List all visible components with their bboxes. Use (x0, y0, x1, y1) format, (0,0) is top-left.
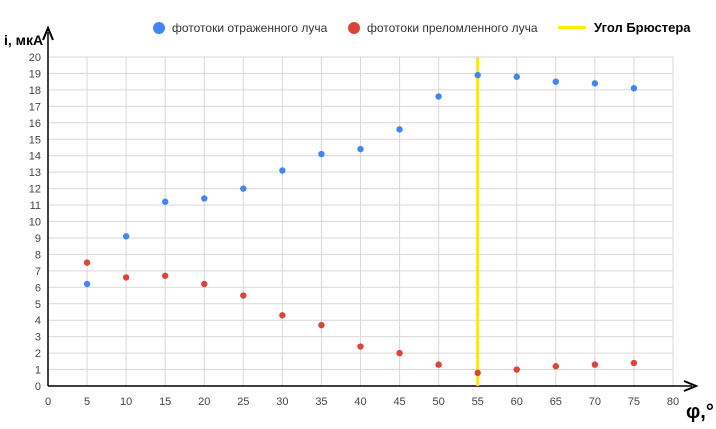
point-refracted (435, 361, 442, 368)
x-tick-label: 45 (393, 396, 405, 408)
legend-label-brewster: Угол Брюстера (594, 20, 691, 35)
axes (42, 25, 699, 392)
legend: фототоки отраженного луча фототоки прело… (153, 20, 691, 35)
x-axis-title: φ,° (686, 401, 714, 423)
point-reflected (318, 150, 325, 158)
x-tick-label: 50 (433, 396, 445, 408)
y-tick-label: 18 (29, 85, 41, 97)
brewster-angle-line (476, 57, 480, 386)
x-tick-label: 65 (550, 396, 562, 408)
point-reflected (591, 80, 599, 87)
x-tick-label: 55 (472, 396, 484, 408)
x-tick-label: 30 (276, 396, 288, 408)
point-reflected (474, 71, 481, 79)
x-tick-label: 35 (315, 396, 327, 408)
point-refracted (122, 274, 130, 281)
y-tick-label: 4 (35, 315, 41, 327)
point-refracted (240, 292, 247, 299)
x-tick-label: 5 (84, 396, 90, 408)
y-tick-label: 13 (29, 167, 41, 179)
x-axis-ticks: 0 5 10 15 20 25 30 35 40 45 50 55 60 65 70 75 80 (45, 396, 679, 408)
x-tick-label: 15 (159, 396, 171, 408)
y-tick-label: 10 (29, 217, 41, 229)
y-tick-label: 5 (35, 299, 41, 311)
y-tick-label: 0 (35, 381, 41, 393)
point-reflected (201, 195, 208, 202)
x-tick-label: 20 (198, 396, 210, 408)
y-axis-arrow (42, 25, 54, 41)
x-tick-label: 60 (511, 396, 523, 408)
point-refracted (513, 366, 520, 373)
point-refracted (591, 361, 599, 368)
point-refracted (474, 369, 481, 377)
y-tick-label: 3 (35, 332, 41, 344)
point-refracted (83, 259, 91, 266)
point-reflected (240, 185, 247, 192)
grid (48, 56, 674, 386)
point-reflected (357, 145, 364, 153)
x-tick-label: 75 (628, 396, 640, 408)
legend-marker-brewster (558, 26, 586, 29)
data-points (83, 71, 638, 377)
y-tick-label: 16 (29, 118, 41, 130)
point-refracted (279, 312, 286, 319)
point-reflected (83, 280, 91, 288)
y-tick-label: 14 (29, 151, 41, 163)
x-tick-label: 10 (120, 396, 132, 408)
brewster-line (476, 57, 480, 386)
point-refracted (630, 359, 638, 367)
point-reflected (552, 78, 560, 85)
x-tick-label: 70 (589, 396, 601, 408)
point-reflected (396, 126, 403, 133)
y-tick-label: 11 (30, 200, 41, 212)
x-tick-label: 80 (667, 396, 679, 408)
point-refracted (396, 349, 403, 357)
point-reflected (122, 233, 130, 240)
y-tick-label: 19 (29, 68, 41, 80)
point-refracted (161, 272, 169, 279)
y-tick-label: 7 (35, 266, 41, 278)
y-tick-label: 1 (35, 365, 41, 377)
x-tick-label: 25 (237, 396, 249, 408)
y-tick-label: 12 (29, 184, 41, 196)
point-refracted (318, 321, 325, 329)
point-reflected (630, 85, 638, 92)
point-reflected (435, 93, 442, 100)
x-axis-arrow (683, 380, 699, 392)
legend-label-refracted: фототоки преломленного луча (367, 21, 538, 35)
x-tick-label: 40 (354, 396, 366, 408)
point-refracted (357, 343, 364, 350)
y-tick-label: 2 (35, 348, 41, 360)
x-tick-label: 0 (45, 396, 51, 408)
point-refracted (201, 280, 208, 288)
point-reflected (279, 167, 286, 174)
y-axis-title: i, мкА (4, 32, 43, 48)
y-tick-label: 20 (29, 52, 41, 64)
y-tick-label: 9 (35, 233, 41, 245)
point-refracted (552, 363, 560, 370)
legend-label-reflected: фототоки отраженного луча (172, 21, 328, 35)
y-tick-label: 17 (29, 101, 41, 113)
legend-marker-refracted (348, 22, 360, 34)
legend-marker-reflected (153, 22, 165, 34)
y-tick-label: 15 (29, 134, 41, 146)
point-reflected (161, 198, 169, 205)
y-tick-label: 8 (35, 249, 41, 261)
point-reflected (513, 73, 520, 80)
y-tick-label: 6 (35, 282, 41, 294)
